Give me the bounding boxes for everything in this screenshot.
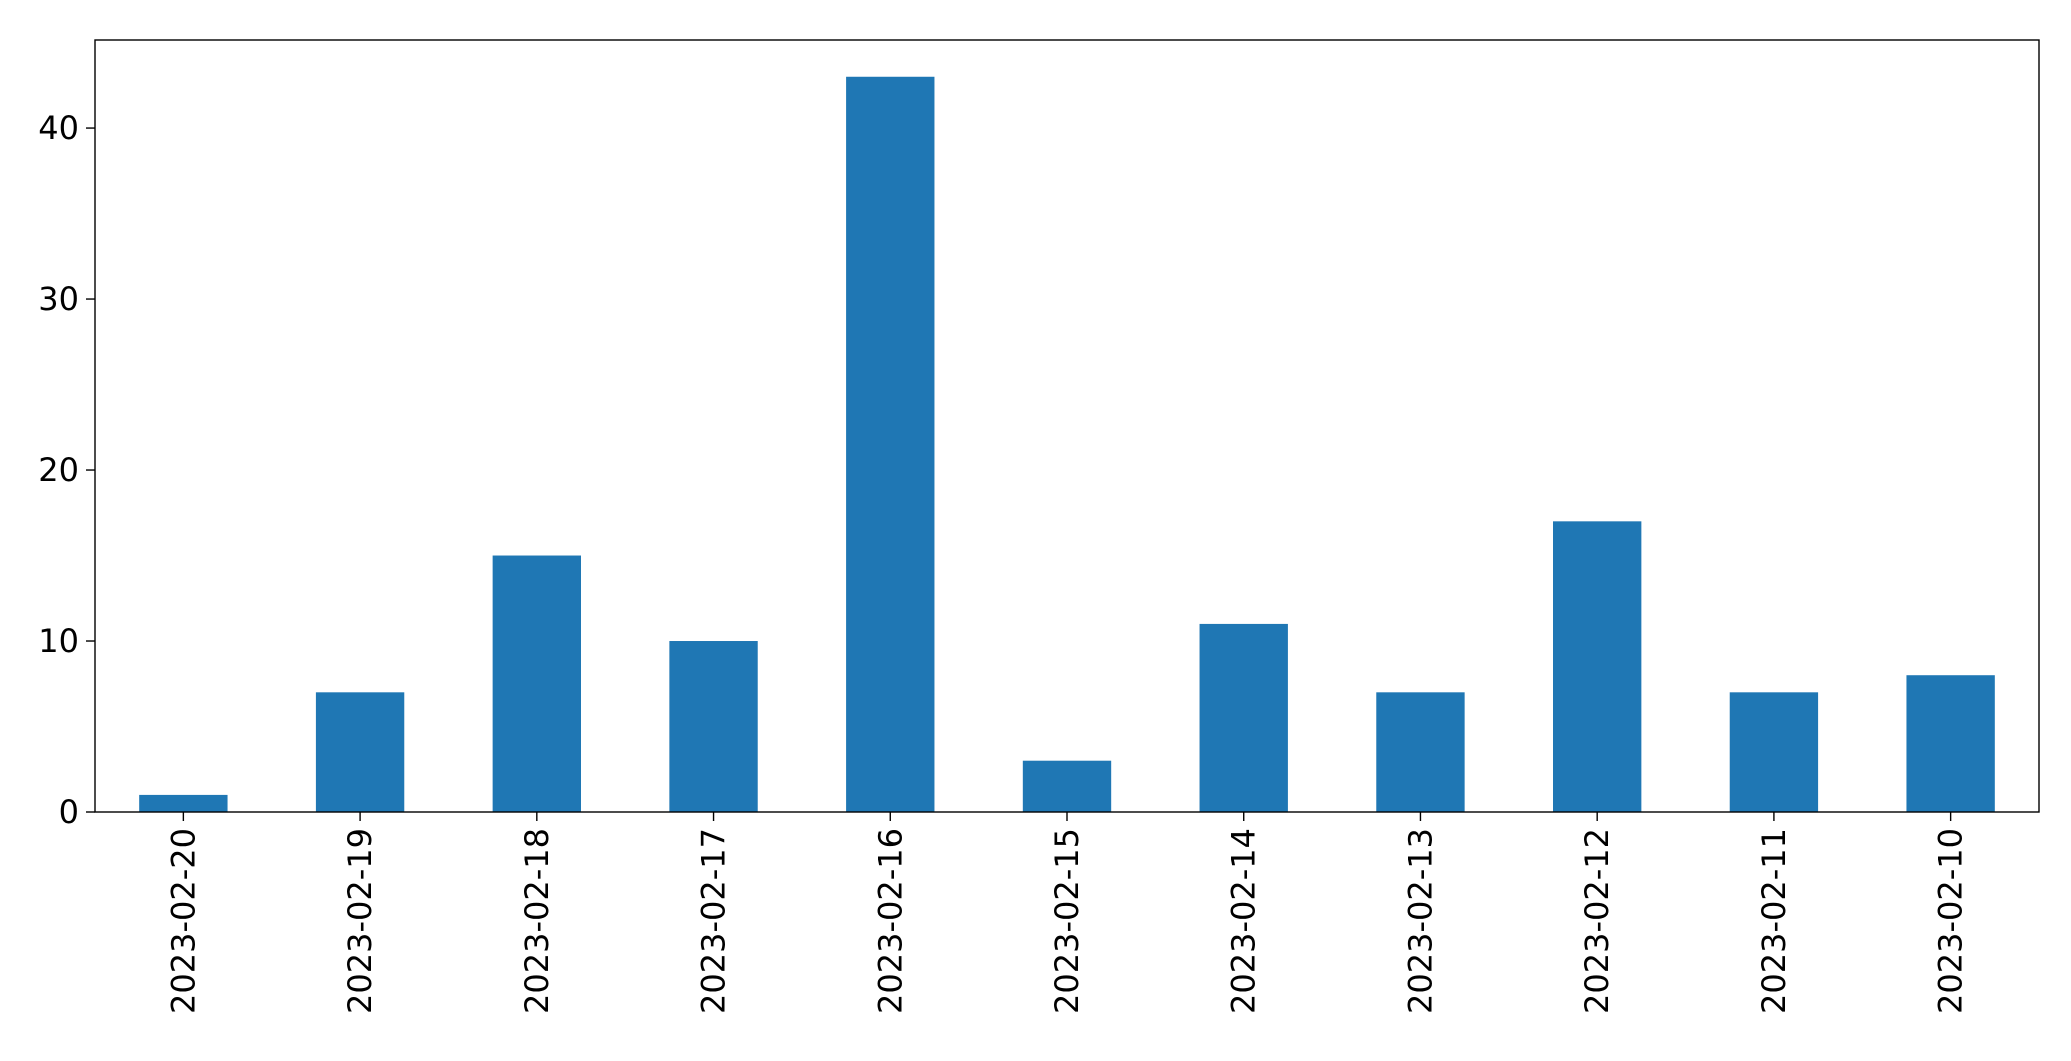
y-tick-label: 0	[59, 793, 79, 831]
x-tick-label: 2023-02-18	[518, 828, 556, 1014]
bar-2023-02-19	[315, 692, 405, 812]
x-tick-label: 2023-02-14	[1225, 828, 1263, 1014]
bar-2023-02-10	[1906, 675, 1995, 812]
plot-frame	[94, 39, 2040, 813]
x-tick-label: 2023-02-13	[1401, 828, 1439, 1014]
y-tick-label: 40	[38, 109, 79, 147]
bar-2023-02-14	[1199, 623, 1288, 812]
y-tick-label: 10	[38, 622, 79, 660]
bar-2023-02-18	[492, 555, 581, 812]
bar-2023-02-12	[1553, 521, 1642, 812]
x-tick-label: 2023-02-15	[1048, 828, 1086, 1014]
bar-2023-02-11	[1729, 692, 1819, 812]
bar-2023-02-15	[1022, 760, 1112, 812]
bars-layer	[139, 76, 1995, 812]
y-tick-label: 30	[38, 280, 79, 318]
y-axis-ticks: 0 10 20 30 40	[38, 109, 95, 831]
x-tick-label: 2023-02-16	[871, 828, 909, 1014]
bar-2023-02-16	[846, 76, 935, 812]
x-tick-label: 2023-02-10	[1932, 828, 1970, 1014]
y-tick-label: 20	[38, 451, 79, 489]
bar-2023-02-20	[139, 794, 228, 812]
bar-2023-02-13	[1376, 692, 1465, 812]
x-tick-label: 2023-02-12	[1578, 828, 1616, 1014]
x-axis-ticks: 2023-02-20 2023-02-19 2023-02-18 2023-02-17…	[164, 812, 1970, 1014]
x-tick-label: 2023-02-17	[695, 828, 733, 1014]
x-tick-label: 2023-02-19	[341, 828, 379, 1014]
x-tick-label: 2023-02-20	[164, 828, 202, 1014]
bar-2023-02-17	[669, 641, 758, 812]
x-tick-label: 2023-02-11	[1755, 828, 1793, 1014]
